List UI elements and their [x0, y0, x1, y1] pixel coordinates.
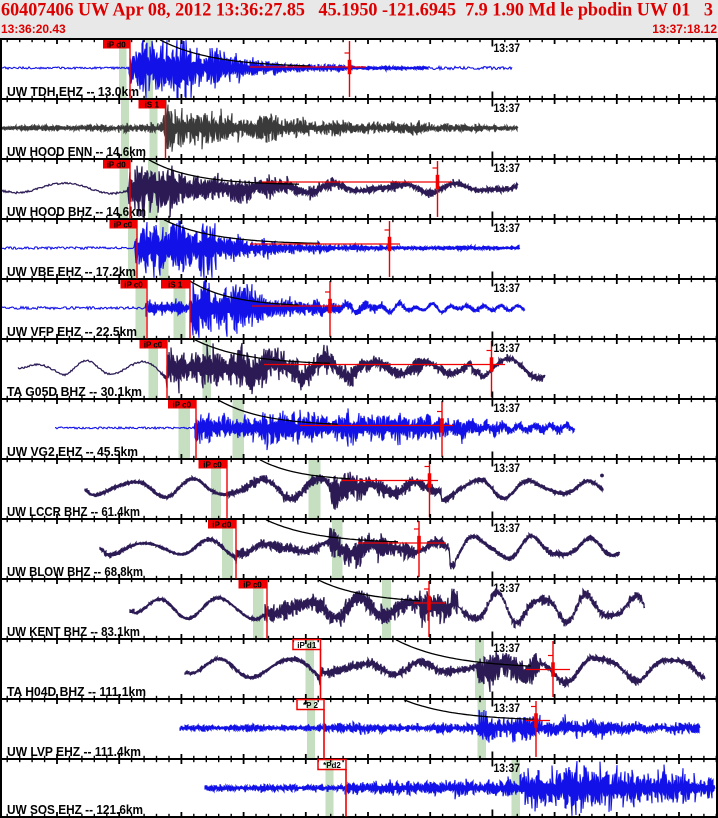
- svg-text:iP c0: iP c0: [114, 220, 133, 229]
- svg-text:13:37:18.12: 13:37:18.12: [652, 22, 717, 36]
- svg-text:*P 2: *P 2: [303, 701, 319, 710]
- svg-text:UW VBE EHZ -- 17.2km: UW VBE EHZ -- 17.2km: [7, 264, 136, 279]
- svg-text:13:37: 13:37: [494, 281, 521, 295]
- svg-text:iP c0: iP c0: [243, 580, 262, 589]
- svg-text:UW SOS EHZ -- 121.6km: UW SOS EHZ -- 121.6km: [7, 802, 143, 817]
- svg-text:*Pd2: *Pd2: [323, 761, 341, 770]
- svg-text:13:37: 13:37: [494, 101, 521, 115]
- svg-text:iP d1: iP d1: [297, 641, 317, 650]
- svg-text:UW LVP EHZ -- 111.4km: UW LVP EHZ -- 111.4km: [7, 744, 141, 759]
- svg-text:iS 1: iS 1: [168, 280, 183, 289]
- svg-text:UW LCCR BHZ -- 61.4km: UW LCCR BHZ -- 61.4km: [7, 504, 140, 519]
- svg-text:iP c0: iP c0: [144, 340, 163, 349]
- svg-text:13:37: 13:37: [494, 701, 521, 715]
- svg-text:TA H04D BHZ -- 111.1km: TA H04D BHZ -- 111.1km: [7, 684, 146, 699]
- svg-text:iP d0: iP d0: [107, 40, 127, 49]
- svg-text:13:37: 13:37: [494, 41, 521, 55]
- svg-text:13:37: 13:37: [494, 761, 521, 775]
- svg-text:13:37: 13:37: [494, 461, 521, 475]
- svg-text:UW VFP EHZ -- 22.5km: UW VFP EHZ -- 22.5km: [7, 324, 137, 339]
- svg-text:13:36:20.43: 13:36:20.43: [1, 22, 66, 36]
- svg-text:UW TDH EHZ -- 13.0km: UW TDH EHZ -- 13.0km: [7, 84, 139, 99]
- svg-text:TA G05D BHZ -- 30.1km: TA G05D BHZ -- 30.1km: [7, 384, 142, 399]
- svg-text:UW HOOD ENN -- 14.6km: UW HOOD ENN -- 14.6km: [7, 144, 146, 159]
- svg-text:iS 1: iS 1: [145, 100, 160, 109]
- svg-text:13:37: 13:37: [494, 401, 521, 415]
- svg-text:60407406 UW Apr 08, 2012 13:36: 60407406 UW Apr 08, 2012 13:36:27.85 45.…: [1, 0, 713, 21]
- svg-text:iP d0: iP d0: [212, 520, 232, 529]
- svg-text:UW VG2 EHZ -- 45.5km: UW VG2 EHZ -- 45.5km: [7, 444, 138, 459]
- svg-text:13:37: 13:37: [494, 161, 521, 175]
- svg-text:UW KENT BHZ -- 83.1km: UW KENT BHZ -- 83.1km: [7, 624, 140, 639]
- svg-text:13:37: 13:37: [494, 341, 521, 355]
- svg-text:UW BLOW BHZ -- 68.8km: UW BLOW BHZ -- 68.8km: [7, 564, 143, 579]
- svg-text:iP c0: iP c0: [173, 400, 192, 409]
- svg-text:13:37: 13:37: [494, 521, 521, 535]
- svg-text:iP d0: iP d0: [107, 160, 127, 169]
- svg-text:13:37: 13:37: [494, 581, 521, 595]
- svg-text:UW HOOD BHZ -- 14.6km: UW HOOD BHZ -- 14.6km: [7, 204, 146, 219]
- svg-text:iP c0: iP c0: [124, 280, 143, 289]
- svg-text:iP c0: iP c0: [203, 460, 222, 469]
- svg-text:13:37: 13:37: [494, 221, 521, 235]
- svg-text:13:37: 13:37: [494, 641, 521, 655]
